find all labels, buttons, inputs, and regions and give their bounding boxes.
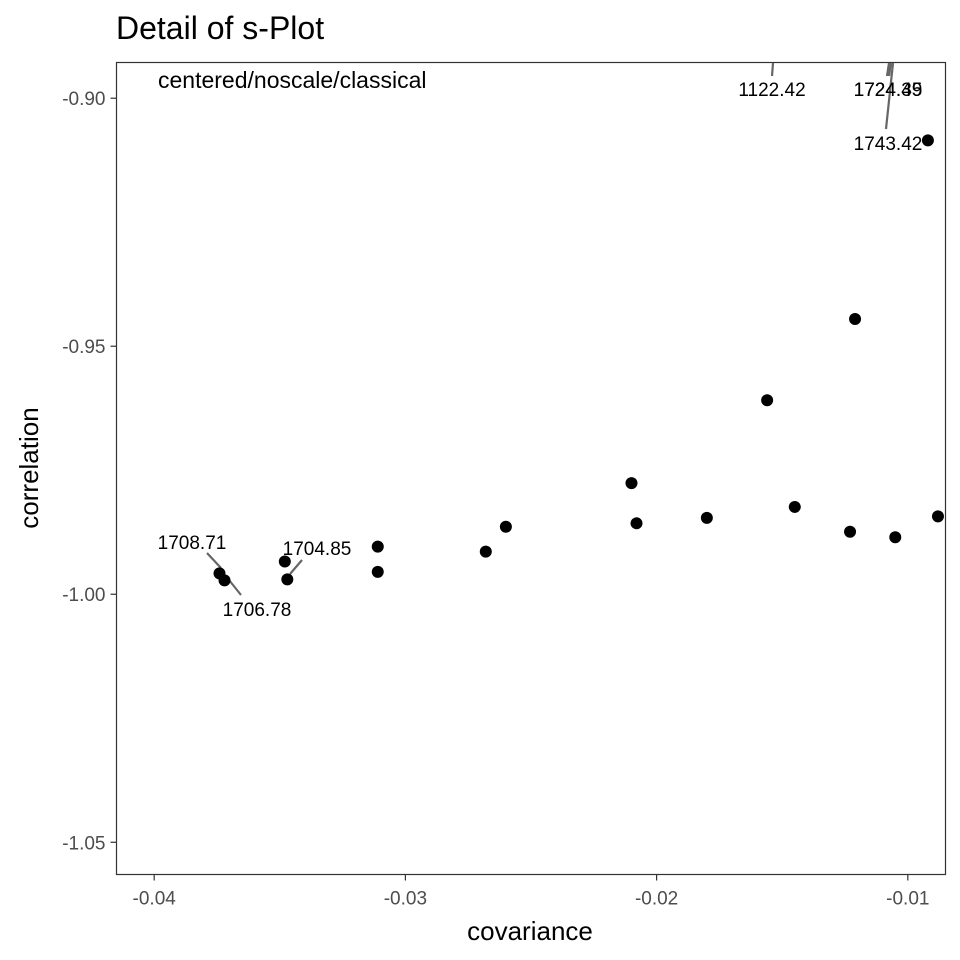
- y-axis-label: correlation: [14, 407, 44, 528]
- x-tick-label: -0.03: [384, 889, 427, 910]
- scatter-point: [849, 312, 862, 325]
- chart-title: Detail of s-Plot: [116, 10, 324, 46]
- x-tick-label: -0.04: [133, 889, 177, 910]
- label-leader-line: [289, 559, 303, 575]
- method-annotation: centered/noscale/classical: [158, 67, 426, 93]
- scatter-point: [630, 517, 643, 530]
- scatter-point: [700, 511, 713, 524]
- scatter-point: [931, 510, 944, 523]
- scatter-point: [218, 574, 231, 587]
- point-label: 1704.85: [283, 539, 352, 560]
- point-label: 1122.42: [738, 80, 805, 101]
- label-leader-line: [770, 62, 775, 77]
- y-tick-label: -1.05: [62, 833, 105, 854]
- scatter-point: [281, 573, 294, 586]
- scatter-point: [371, 540, 384, 553]
- label-leader-line: [884, 62, 895, 130]
- plot-panel: [115, 61, 947, 876]
- scatter-point: [844, 525, 857, 538]
- y-tick-label: -0.90: [62, 89, 105, 110]
- x-tick-label: -0.02: [635, 889, 678, 910]
- x-axis: -0.04 -0.03 -0.02 -0.01: [133, 874, 929, 910]
- label-leader-line: [206, 552, 222, 569]
- x-tick-label: -0.01: [886, 889, 929, 910]
- y-tick-label: -0.95: [62, 337, 105, 358]
- point-label: 1743.42: [854, 134, 923, 155]
- point-label: 1708.71: [158, 533, 227, 554]
- point-label: 1724.49: [854, 80, 923, 101]
- scatter-point: [499, 520, 512, 533]
- y-tick-label: -1.00: [62, 585, 105, 606]
- x-axis-label: covariance: [467, 916, 593, 946]
- scatter-point: [479, 545, 492, 558]
- point-labels: 1708.71 1706.78 1704.85 1122.42 1724.351724.…: [158, 80, 923, 621]
- scatter-point: [625, 477, 638, 490]
- point-label: 1724.35: [854, 80, 923, 101]
- scatter-point: [889, 531, 902, 544]
- label-leader-line: [885, 62, 891, 77]
- label-leader-lines: [206, 62, 895, 596]
- label-leader-line: [887, 62, 893, 77]
- scatter-point: [788, 500, 801, 513]
- scatter-point: [761, 394, 774, 407]
- scatter-point: [921, 134, 934, 147]
- y-axis: -0.90 -0.95 -1.00 -1.05: [62, 89, 117, 854]
- scatter-point: [278, 555, 291, 568]
- scatter-point: [371, 565, 384, 578]
- data-points: [213, 134, 944, 587]
- point-label: 1706.78: [223, 600, 292, 621]
- label-leader-line: [228, 579, 242, 596]
